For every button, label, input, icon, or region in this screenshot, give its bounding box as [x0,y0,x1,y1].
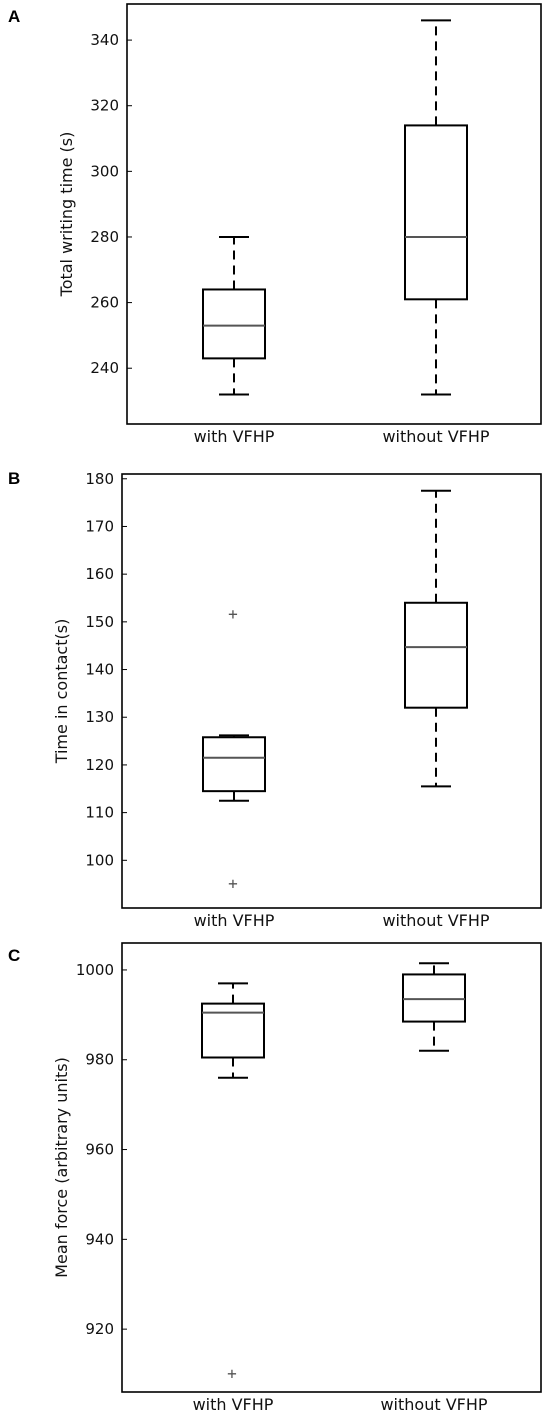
y-tick-label: 130 [85,708,114,726]
y-axis-label: Time in contact(s) [52,619,71,765]
x-category-label: with VFHP [194,911,275,930]
panel-letter: C [8,946,20,965]
y-axis-label: Total writing time (s) [57,132,76,298]
outlier-marker: + [227,1364,237,1383]
panel-letter: A [8,7,20,26]
chart-panel-c: C 920 940 960 980 1000 Mean force (arbitrary u… [8,942,542,1414]
box-iqr [404,601,468,709]
outlier-marker: + [228,605,238,624]
y-tick-label: 960 [85,1141,114,1159]
y-tick-label: 920 [85,1320,114,1338]
y-tick-label: 170 [85,517,114,535]
y-tick-label: 1000 [76,961,114,979]
y-tick-label: 280 [90,228,119,246]
y-tick-label: 150 [85,613,114,631]
y-axis-label: Mean force (arbitrary units) [52,1057,71,1278]
y-tick-label: 260 [90,294,119,312]
y-tick-label: 100 [85,851,114,869]
y-tick-label: 340 [90,31,119,49]
x-category-label: without VFHP [382,911,489,930]
y-tick-label: 300 [90,162,119,180]
y-tick-label: 180 [85,470,114,488]
outlier-marker: + [228,874,238,893]
box-with-vfhp: ++ [202,605,266,893]
x-category-label: with VFHP [194,427,275,446]
box-iqr [402,973,466,1023]
box-iqr [202,736,266,793]
box-without-vfhp [404,19,468,396]
box-with-vfhp: + [201,982,265,1383]
panel-letter: B [8,469,20,488]
box-iqr [201,1002,265,1059]
plot-frame [126,3,542,425]
y-tick-label: 320 [90,97,119,115]
box-with-vfhp [202,235,266,396]
y-tick-label: 160 [85,565,114,583]
box-iqr [202,288,266,360]
y-tick-label: 140 [85,661,114,679]
plot-frame [121,473,542,909]
chart-panel-b: B 100 110 120 130 140 150 160 170 180 Time in cont… [8,469,542,930]
y-tick-label: 110 [85,804,114,822]
y-tick-label: 240 [90,359,119,377]
x-category-label: without VFHP [382,427,489,446]
chart-panel-a: A 240 260 280 300 320 340 Total writing time (s… [8,3,542,446]
box-iqr [404,124,468,301]
y-tick-label: 940 [85,1230,114,1248]
y-tick-label: 120 [85,756,114,774]
box-without-vfhp [402,962,466,1052]
x-category-label: with VFHP [193,1395,274,1414]
plot-frame [121,942,542,1393]
y-tick-label: 980 [85,1051,114,1069]
box-without-vfhp [404,489,468,788]
x-category-label: without VFHP [380,1395,487,1414]
